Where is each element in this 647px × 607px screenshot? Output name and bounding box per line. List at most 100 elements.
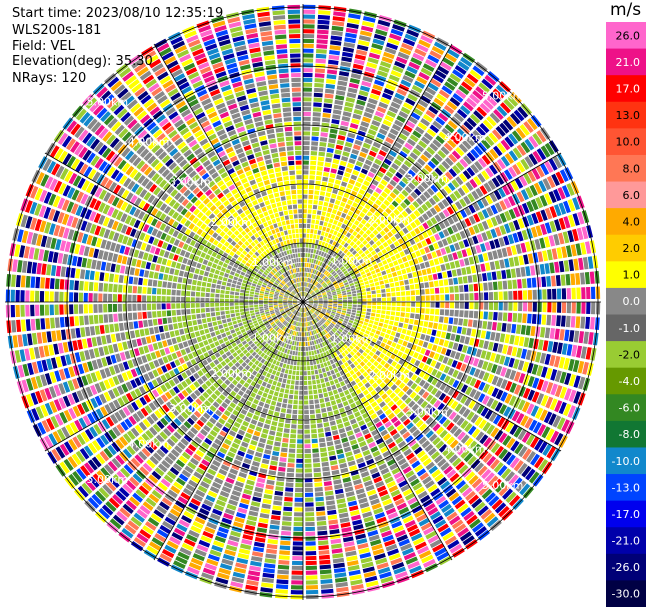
velocity-cell bbox=[377, 183, 385, 190]
velocity-cell bbox=[320, 452, 328, 458]
velocity-cell bbox=[303, 385, 308, 390]
velocity-cell bbox=[396, 291, 401, 297]
velocity-cell bbox=[315, 53, 327, 59]
velocity-cell bbox=[346, 455, 355, 462]
velocity-cell bbox=[361, 246, 367, 252]
velocity-cell bbox=[396, 296, 401, 302]
velocity-cell bbox=[307, 209, 312, 214]
velocity-cell bbox=[251, 551, 264, 558]
velocity-cell bbox=[357, 156, 365, 163]
velocity-cell bbox=[357, 130, 366, 137]
velocity-cell bbox=[337, 503, 347, 509]
velocity-cell bbox=[392, 23, 405, 32]
velocity-cell bbox=[352, 201, 359, 208]
velocity-cell bbox=[464, 293, 469, 301]
velocity-cell bbox=[419, 248, 426, 255]
velocity-cell bbox=[385, 315, 390, 320]
velocity-cell bbox=[273, 365, 279, 371]
velocity-cell bbox=[382, 338, 388, 344]
velocity-cell bbox=[314, 491, 324, 497]
velocity-cell bbox=[319, 559, 331, 565]
velocity-cell bbox=[460, 56, 473, 68]
velocity-cell bbox=[319, 442, 326, 448]
velocity-cell bbox=[345, 203, 351, 210]
velocity-cell bbox=[446, 77, 459, 87]
velocity-cell bbox=[386, 110, 397, 118]
velocity-cell bbox=[319, 447, 327, 453]
velocity-cell bbox=[335, 226, 340, 232]
velocity-cell bbox=[376, 305, 382, 310]
velocity-cell bbox=[342, 416, 349, 423]
velocity-cell bbox=[314, 73, 325, 78]
velocity-cell bbox=[345, 167, 353, 174]
velocity-cell bbox=[395, 56, 408, 65]
velocity-cell bbox=[333, 154, 341, 160]
velocity-cell bbox=[492, 88, 505, 100]
velocity-cell bbox=[310, 248, 314, 254]
velocity-cell bbox=[359, 151, 367, 159]
velocity-cell bbox=[316, 379, 321, 384]
velocity-cell bbox=[334, 215, 340, 221]
velocity-cell bbox=[345, 550, 357, 557]
velocity-cell bbox=[288, 453, 296, 458]
velocity-cell bbox=[332, 241, 337, 246]
velocity-cell bbox=[322, 387, 328, 393]
velocity-cell bbox=[309, 399, 314, 405]
velocity-cell bbox=[291, 355, 295, 361]
velocity-cell bbox=[407, 272, 413, 279]
velocity-cell bbox=[408, 61, 420, 70]
velocity-cell bbox=[363, 180, 371, 187]
velocity-cell bbox=[328, 519, 339, 525]
velocity-cell bbox=[368, 239, 375, 246]
velocity-cell bbox=[307, 282, 309, 287]
velocity-cell bbox=[219, 328, 225, 334]
velocity-cell bbox=[352, 293, 357, 297]
velocity-cell bbox=[316, 166, 323, 171]
velocity-cell bbox=[292, 541, 303, 546]
velocity-cell bbox=[292, 409, 298, 415]
velocity-cell bbox=[472, 89, 484, 101]
velocity-cell bbox=[580, 316, 586, 329]
velocity-cell bbox=[336, 586, 349, 593]
velocity-cell bbox=[290, 590, 303, 595]
velocity-cell bbox=[279, 362, 284, 368]
velocity-cell bbox=[359, 361, 366, 367]
velocity-cell bbox=[312, 360, 317, 365]
velocity-cell bbox=[476, 106, 488, 117]
velocity-cell bbox=[278, 377, 283, 383]
velocity-cell bbox=[570, 273, 576, 286]
velocity-cell bbox=[371, 243, 378, 250]
velocity-cell bbox=[370, 146, 379, 153]
velocity-cell bbox=[358, 249, 364, 255]
velocity-cell bbox=[517, 313, 523, 323]
velocity-cell bbox=[459, 335, 466, 344]
velocity-cell bbox=[340, 252, 346, 258]
velocity-cell bbox=[486, 115, 497, 127]
velocity-cell bbox=[389, 282, 395, 288]
velocity-cell bbox=[470, 265, 477, 274]
velocity-cell bbox=[333, 204, 339, 210]
velocity-cell bbox=[320, 579, 333, 585]
velocity-cell bbox=[365, 315, 370, 320]
velocity-cell bbox=[474, 160, 483, 171]
velocity-cell bbox=[362, 358, 369, 364]
velocity-cell bbox=[341, 155, 349, 162]
velocity-cell bbox=[400, 79, 412, 88]
velocity-cell bbox=[303, 380, 308, 386]
velocity-cell bbox=[407, 324, 413, 330]
velocity-cell bbox=[364, 268, 370, 274]
velocity-cell bbox=[294, 385, 299, 390]
velocity-cell bbox=[329, 420, 336, 426]
velocity-cell bbox=[437, 178, 446, 187]
velocity-cell bbox=[525, 266, 531, 277]
velocity-cell bbox=[351, 312, 356, 316]
velocity-cell bbox=[404, 70, 416, 79]
velocity-cell bbox=[345, 32, 357, 39]
velocity-cell bbox=[279, 372, 284, 378]
velocity-cell bbox=[303, 327, 305, 332]
velocity-cell bbox=[303, 82, 313, 87]
velocity-cell bbox=[331, 384, 337, 390]
velocity-cell bbox=[407, 195, 415, 203]
velocity-cell bbox=[542, 302, 547, 313]
velocity-cell bbox=[449, 261, 456, 269]
